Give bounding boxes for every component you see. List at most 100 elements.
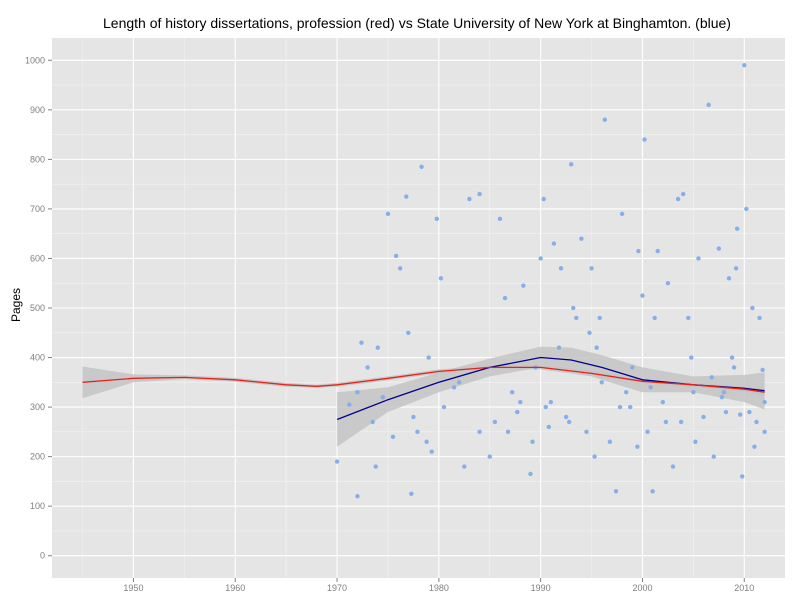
data-point bbox=[393, 253, 399, 259]
data-point bbox=[409, 491, 414, 496]
data-point bbox=[733, 266, 739, 271]
data-point bbox=[509, 390, 515, 395]
data-point bbox=[375, 345, 380, 350]
data-point bbox=[441, 404, 447, 410]
data-point bbox=[663, 419, 669, 425]
data-point bbox=[477, 429, 482, 435]
data-point bbox=[515, 409, 520, 415]
y-tick-label: 700 bbox=[30, 204, 45, 214]
data-point bbox=[571, 305, 576, 311]
data-point bbox=[543, 404, 548, 410]
data-point bbox=[691, 390, 696, 395]
data-point bbox=[370, 419, 375, 425]
data-point bbox=[429, 449, 434, 454]
data-point bbox=[680, 191, 686, 197]
data-point bbox=[390, 434, 396, 440]
data-point bbox=[415, 429, 420, 435]
y-tick-label: 800 bbox=[30, 154, 45, 164]
y-tick-label: 500 bbox=[30, 303, 45, 313]
data-point bbox=[648, 385, 653, 390]
data-point bbox=[675, 196, 681, 202]
data-point bbox=[630, 365, 635, 370]
data-point bbox=[355, 494, 360, 499]
data-point bbox=[546, 424, 552, 430]
data-point bbox=[738, 412, 743, 417]
data-point bbox=[334, 459, 340, 464]
data-point bbox=[589, 266, 594, 271]
data-point bbox=[607, 439, 613, 444]
data-point bbox=[754, 419, 759, 425]
x-tick-label: 2000 bbox=[632, 583, 652, 593]
data-point bbox=[635, 444, 640, 449]
data-point bbox=[742, 63, 747, 68]
data-point bbox=[502, 295, 508, 301]
data-point bbox=[574, 315, 579, 321]
data-point bbox=[628, 404, 633, 410]
data-point bbox=[747, 409, 752, 415]
data-point bbox=[757, 315, 762, 321]
data-point bbox=[497, 216, 503, 222]
smooth-line bbox=[82, 366, 765, 393]
data-point bbox=[505, 429, 511, 435]
data-point bbox=[451, 385, 457, 390]
data-point bbox=[731, 365, 737, 370]
data-point bbox=[636, 248, 641, 254]
data-point bbox=[711, 454, 716, 459]
y-tick-label: 1000 bbox=[25, 55, 45, 65]
data-point bbox=[619, 211, 625, 217]
data-point bbox=[419, 164, 424, 170]
data-point bbox=[760, 367, 765, 373]
y-axis-label: Pages bbox=[9, 288, 23, 322]
data-point bbox=[752, 444, 757, 449]
data-point bbox=[434, 216, 440, 222]
data-point bbox=[696, 256, 701, 261]
data-point bbox=[693, 439, 698, 444]
data-point bbox=[592, 454, 597, 459]
data-point bbox=[541, 196, 546, 202]
data-point bbox=[762, 429, 767, 435]
plot-area: 1950 1960 1970 1980 1990 2000 2010 0 100 200 300 40… bbox=[25, 38, 785, 593]
data-point bbox=[487, 454, 492, 459]
data-point bbox=[670, 464, 676, 469]
data-point bbox=[613, 489, 619, 494]
data-point bbox=[579, 236, 584, 241]
data-point bbox=[587, 330, 592, 335]
data-point bbox=[551, 241, 557, 246]
data-point bbox=[355, 390, 360, 395]
data-point bbox=[686, 315, 691, 321]
data-point bbox=[566, 419, 572, 425]
y-tick-label: 600 bbox=[30, 253, 45, 263]
x-tick-label: 1950 bbox=[123, 583, 143, 593]
data-point bbox=[380, 394, 386, 400]
data-point bbox=[558, 266, 564, 271]
data-point bbox=[457, 380, 462, 385]
data-point bbox=[678, 419, 684, 425]
data-point bbox=[467, 196, 472, 202]
data-point bbox=[744, 206, 749, 212]
y-tick-label: 100 bbox=[30, 501, 45, 511]
data-point bbox=[438, 276, 444, 281]
x-tick-label: 2010 bbox=[734, 583, 754, 593]
chart-title: Length of history dissertations, profess… bbox=[103, 15, 731, 31]
data-point bbox=[411, 414, 416, 420]
x-tick-label: 1970 bbox=[327, 583, 347, 593]
data-point bbox=[652, 315, 657, 321]
data-point bbox=[521, 283, 526, 288]
data-point bbox=[404, 194, 409, 199]
data-point bbox=[726, 276, 732, 281]
data-point bbox=[719, 394, 725, 400]
data-point bbox=[701, 414, 706, 420]
data-point bbox=[424, 439, 429, 444]
data-point bbox=[665, 281, 671, 286]
data-point bbox=[729, 355, 735, 360]
data-point bbox=[347, 402, 352, 407]
data-point bbox=[716, 246, 722, 251]
data-point bbox=[623, 390, 629, 395]
data-point bbox=[530, 439, 535, 444]
data-point bbox=[548, 399, 554, 405]
y-tick-label: 900 bbox=[30, 105, 45, 115]
data-point bbox=[385, 211, 391, 217]
x-tick-label: 1990 bbox=[531, 583, 551, 593]
data-point bbox=[689, 355, 694, 360]
